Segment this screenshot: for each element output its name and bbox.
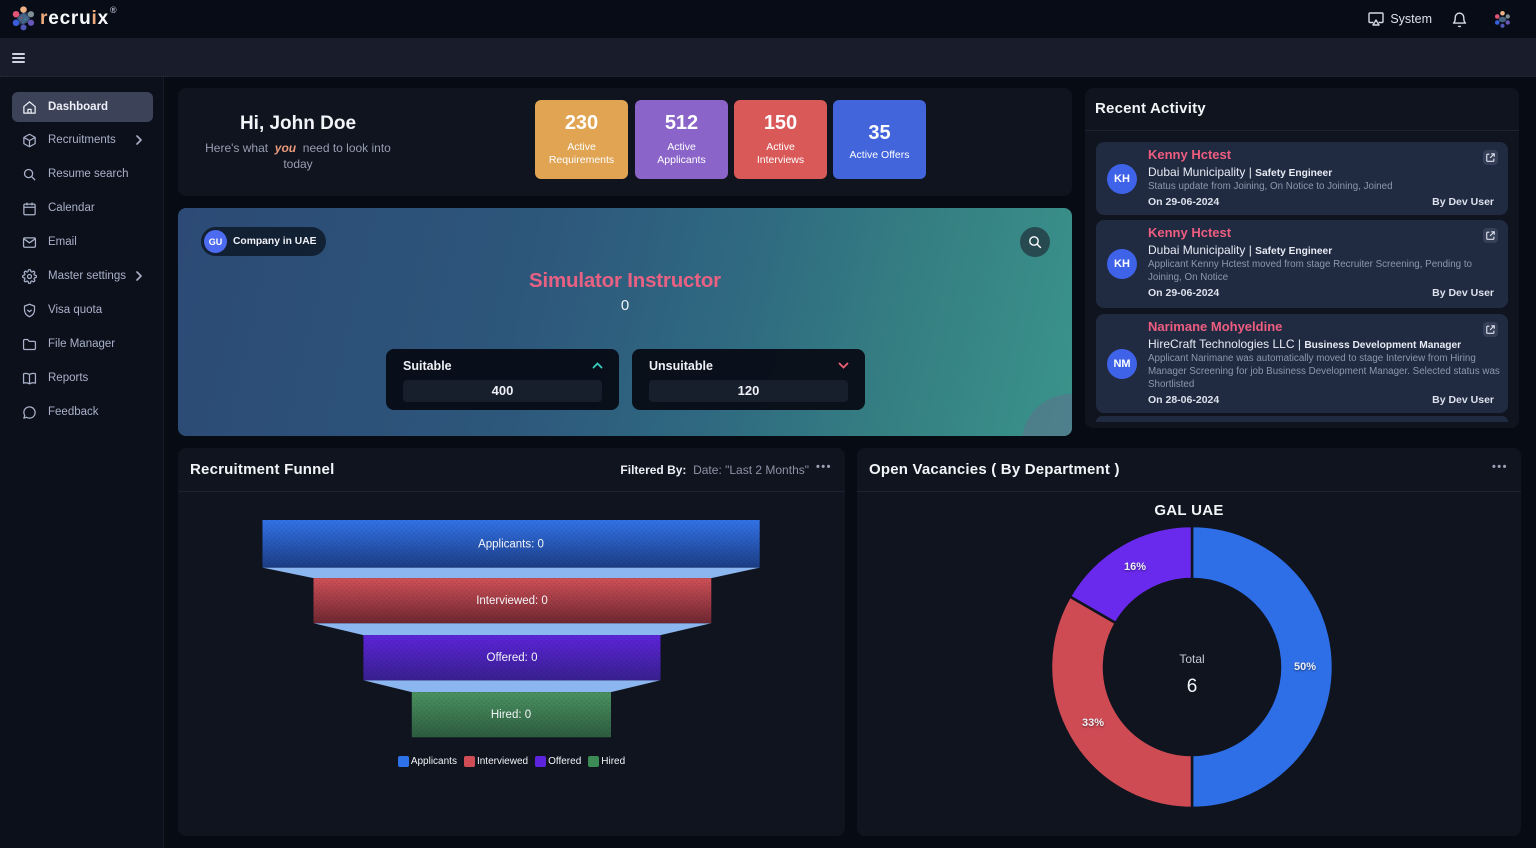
svg-text:Applicants: 0: Applicants: 0 — [478, 539, 544, 551]
svg-text:Interviewed: 0: Interviewed: 0 — [476, 595, 548, 607]
svg-text:Offered: 0: Offered: 0 — [487, 652, 538, 664]
svg-text:Hired: 0: Hired: 0 — [491, 709, 531, 721]
